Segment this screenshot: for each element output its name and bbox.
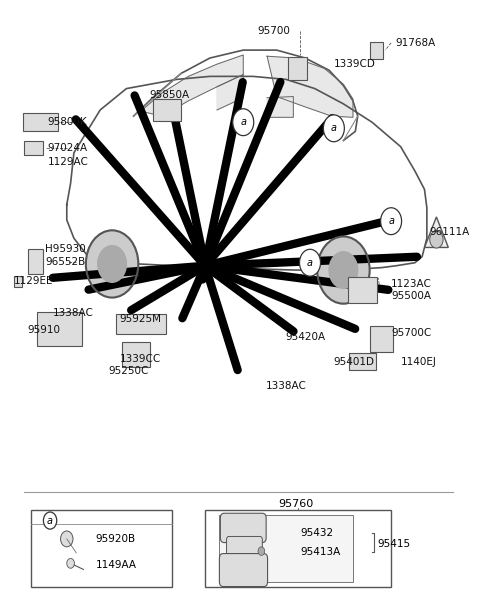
Text: 95925M: 95925M — [120, 314, 162, 324]
Text: 95920B: 95920B — [96, 534, 135, 544]
FancyBboxPatch shape — [153, 99, 181, 121]
FancyBboxPatch shape — [288, 57, 307, 80]
Text: 95910: 95910 — [28, 325, 60, 335]
Polygon shape — [141, 55, 243, 116]
FancyBboxPatch shape — [205, 510, 391, 587]
Circle shape — [199, 273, 206, 283]
Circle shape — [300, 249, 321, 276]
Text: 97024A: 97024A — [48, 143, 88, 153]
Circle shape — [67, 558, 74, 568]
FancyBboxPatch shape — [122, 342, 150, 367]
FancyBboxPatch shape — [28, 249, 43, 274]
FancyBboxPatch shape — [219, 515, 353, 582]
Text: 96111A: 96111A — [429, 227, 469, 237]
Text: 95401D: 95401D — [334, 357, 375, 367]
Text: 1338AC: 1338AC — [266, 381, 307, 391]
Circle shape — [258, 547, 264, 555]
Text: 1129AC: 1129AC — [48, 157, 89, 167]
Text: 95500A: 95500A — [391, 291, 431, 301]
Text: a: a — [240, 117, 246, 127]
FancyBboxPatch shape — [370, 326, 393, 352]
Circle shape — [430, 231, 443, 248]
Circle shape — [201, 261, 209, 271]
FancyBboxPatch shape — [24, 141, 43, 155]
Circle shape — [324, 115, 344, 142]
Text: 1123AC: 1123AC — [391, 279, 432, 289]
FancyBboxPatch shape — [348, 277, 377, 303]
Circle shape — [329, 252, 358, 288]
FancyBboxPatch shape — [227, 536, 263, 557]
FancyBboxPatch shape — [23, 113, 59, 131]
FancyBboxPatch shape — [220, 513, 266, 543]
Circle shape — [233, 109, 254, 136]
FancyBboxPatch shape — [37, 312, 82, 346]
FancyBboxPatch shape — [370, 42, 384, 59]
Text: 91768A: 91768A — [396, 38, 436, 48]
Polygon shape — [267, 97, 293, 117]
Text: H95930: H95930 — [45, 244, 86, 254]
Text: a: a — [331, 123, 337, 133]
FancyBboxPatch shape — [116, 314, 166, 334]
Circle shape — [317, 236, 370, 304]
Circle shape — [86, 230, 138, 298]
Circle shape — [60, 531, 73, 547]
Text: 1149AA: 1149AA — [96, 560, 136, 570]
Circle shape — [381, 208, 402, 235]
Text: 1338AC: 1338AC — [52, 308, 93, 318]
Text: 1140EJ: 1140EJ — [401, 357, 436, 367]
Text: 95700: 95700 — [258, 26, 291, 35]
Text: 95760: 95760 — [278, 499, 313, 509]
Polygon shape — [217, 75, 243, 110]
Text: 96552B: 96552B — [45, 257, 85, 266]
Text: a: a — [388, 216, 394, 226]
Circle shape — [205, 267, 213, 277]
Text: 95850A: 95850A — [149, 90, 190, 100]
Text: 1339CC: 1339CC — [120, 354, 161, 364]
Text: 95420A: 95420A — [285, 332, 325, 342]
FancyBboxPatch shape — [31, 510, 172, 587]
Text: a: a — [307, 258, 313, 268]
Polygon shape — [267, 56, 353, 117]
Text: 95800K: 95800K — [48, 117, 87, 127]
Polygon shape — [424, 217, 448, 247]
FancyBboxPatch shape — [349, 353, 375, 370]
Text: 1129EE: 1129EE — [13, 276, 53, 286]
Text: 1339CD: 1339CD — [334, 59, 376, 69]
Text: 95415: 95415 — [378, 539, 411, 549]
Text: 95700C: 95700C — [391, 328, 432, 338]
Text: 95413A: 95413A — [300, 547, 341, 557]
Circle shape — [43, 512, 57, 529]
Text: 95250C: 95250C — [108, 366, 149, 376]
Text: 95432: 95432 — [300, 528, 334, 538]
FancyBboxPatch shape — [219, 554, 267, 587]
Circle shape — [98, 246, 126, 282]
Text: a: a — [47, 516, 53, 525]
FancyBboxPatch shape — [14, 276, 23, 287]
